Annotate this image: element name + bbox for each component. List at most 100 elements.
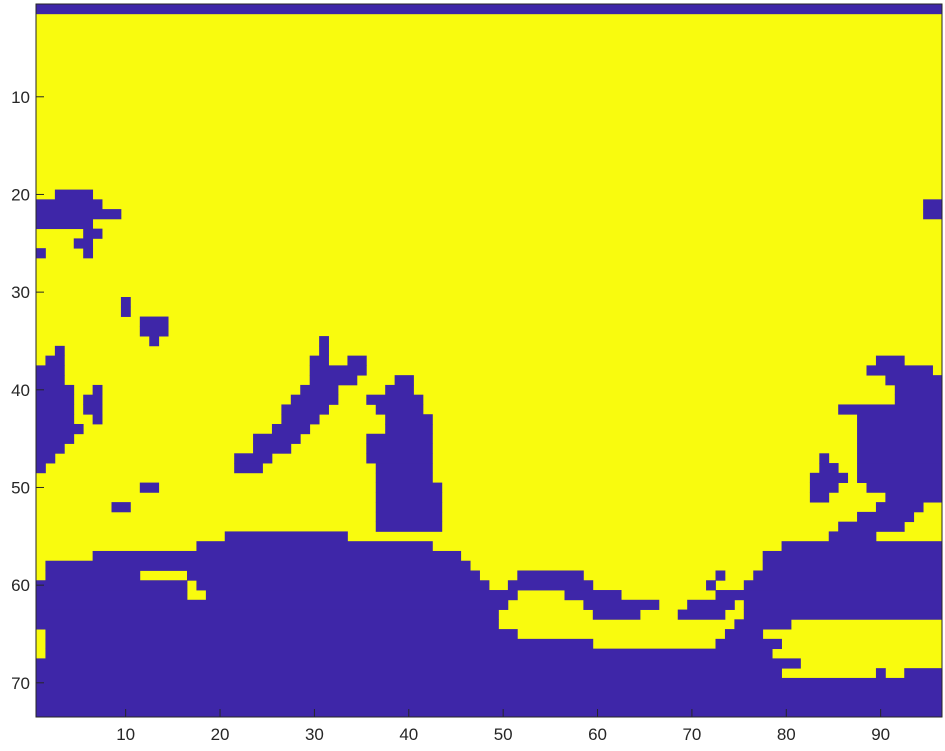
heatmap-cell-run	[234, 453, 273, 464]
x-tick-label: 40	[399, 725, 418, 744]
x-axis-ticks: 10 20 30 40 50 60 70 80 90	[116, 709, 890, 744]
heatmap-cell-run	[196, 541, 433, 552]
heatmap-cell-run	[507, 580, 594, 591]
heatmap-cell-run	[375, 404, 424, 415]
heatmap-cell-run	[375, 511, 443, 523]
heatmap-cell-run	[366, 443, 433, 454]
x-tick-label: 70	[682, 725, 701, 744]
heatmap-cell-run	[517, 570, 584, 581]
y-axis-ticks: 10 20 30 40 50 60 70	[11, 88, 44, 693]
heatmap-cell-run	[828, 531, 877, 542]
heatmap-cell-run	[385, 384, 414, 396]
heatmap-cell-run	[875, 502, 924, 513]
heatmap-cell-run	[894, 394, 943, 405]
heatmap-cell-run	[375, 472, 433, 483]
heatmap-cell-run	[857, 453, 943, 464]
heatmap-cell-run	[385, 414, 433, 425]
heatmap-cell-run	[762, 560, 943, 571]
heatmap-cell-run	[857, 414, 943, 425]
heatmap-cell-run	[120, 297, 131, 308]
x-tick-label: 80	[777, 725, 796, 744]
heatmap-cell-run	[809, 472, 849, 483]
heatmap-cell-run	[375, 502, 443, 513]
heatmap-cell-run	[83, 404, 103, 415]
heatmap-cell-run	[857, 423, 943, 435]
heatmap-cell-run	[139, 316, 169, 327]
heatmap-cell-run	[564, 590, 622, 601]
x-tick-label: 60	[588, 725, 607, 744]
heatmap-cell-run	[36, 375, 65, 386]
heatmap-cell-run	[36, 599, 509, 610]
heatmap-cell-run	[894, 384, 943, 396]
heatmap-cell-run	[857, 472, 943, 483]
heatmap-cell-run	[857, 511, 915, 523]
heatmap-cell-run	[366, 394, 424, 405]
heatmap-cell-run	[923, 209, 943, 220]
heatmap-cell-run	[762, 550, 943, 562]
heatmap-cell-run	[281, 404, 329, 415]
heatmap-cell-run	[309, 365, 367, 376]
heatmap-cell-run	[743, 609, 943, 620]
heatmap-cell-run	[36, 4, 943, 15]
heatmap-cell-run	[715, 638, 782, 650]
heatmap-cell-run	[753, 570, 943, 581]
heatmap-cell-run	[809, 482, 839, 493]
heatmap-cell-run	[36, 404, 75, 415]
heatmap-cell-run	[875, 668, 886, 679]
heatmap-cell-run	[253, 443, 292, 454]
heatmap-cell-run	[743, 580, 943, 591]
y-tick-label: 40	[11, 381, 30, 400]
heatmap-cell-run	[45, 570, 141, 581]
y-tick-label: 30	[11, 283, 30, 302]
heatmap-cell-run	[196, 580, 490, 591]
heatmap-cell-run	[36, 199, 103, 210]
heatmap-cell-run	[36, 619, 499, 630]
heatmap-cell-run	[92, 384, 103, 396]
heatmap-cell-run	[743, 599, 943, 610]
heatmap-cell-run	[819, 453, 830, 464]
heatmap-cell-run	[271, 423, 311, 435]
heatmap-cell-run	[45, 560, 471, 571]
heatmap-cell-run	[36, 707, 943, 718]
heatmap-cell-run	[149, 336, 160, 347]
heatmap-cell-run	[677, 609, 726, 620]
x-tick-label: 50	[494, 725, 513, 744]
heatmap-cell-run	[866, 365, 933, 376]
heatmap-cell-run	[781, 541, 943, 552]
heatmap-cell-run	[45, 629, 518, 640]
heatmap-cell-run	[54, 345, 65, 357]
heatmap-cell-run	[187, 570, 480, 581]
heatmap-cell-run	[875, 355, 905, 366]
heatmap-cell-run	[36, 414, 75, 425]
heatmap-cell-run	[73, 238, 94, 249]
heatmap-cell-run	[706, 580, 716, 591]
heatmap-cell-run	[309, 375, 358, 386]
heatmap-cell-run	[139, 326, 169, 337]
heatmap-cell-run	[687, 599, 735, 610]
heatmap-cell-run	[347, 355, 367, 366]
heatmap-cell-run	[36, 384, 75, 396]
heatmap-cell-run	[83, 228, 103, 239]
heatmap-cell-run	[83, 394, 103, 405]
heatmap-cell-run	[36, 423, 84, 435]
heatmap-cell-run	[36, 453, 56, 464]
heatmap-cell-run	[819, 463, 839, 474]
heatmap-cell-run	[809, 492, 830, 503]
heatmap-cell-run	[36, 658, 801, 669]
x-tick-label: 20	[211, 725, 230, 744]
heatmap-cell-run	[366, 453, 433, 464]
heatmap-cell-run	[54, 189, 94, 200]
heatmap-cell-run	[36, 248, 46, 259]
heatmap-cell-run	[139, 482, 160, 493]
heatmap-cell-run	[36, 209, 122, 220]
heatmap-cell-run	[234, 463, 263, 474]
heatmap-cell-run	[857, 443, 943, 454]
heatmap-cell-run	[923, 199, 943, 210]
heatmap-cell-run	[205, 590, 518, 601]
heatmap-cell-run	[92, 550, 462, 562]
x-tick-label: 30	[305, 725, 324, 744]
heatmap-cell-run	[857, 463, 943, 474]
heatmap-cell-run	[36, 433, 75, 444]
heatmap-cell-run	[36, 668, 782, 679]
heatmap-cell-run	[45, 648, 773, 659]
